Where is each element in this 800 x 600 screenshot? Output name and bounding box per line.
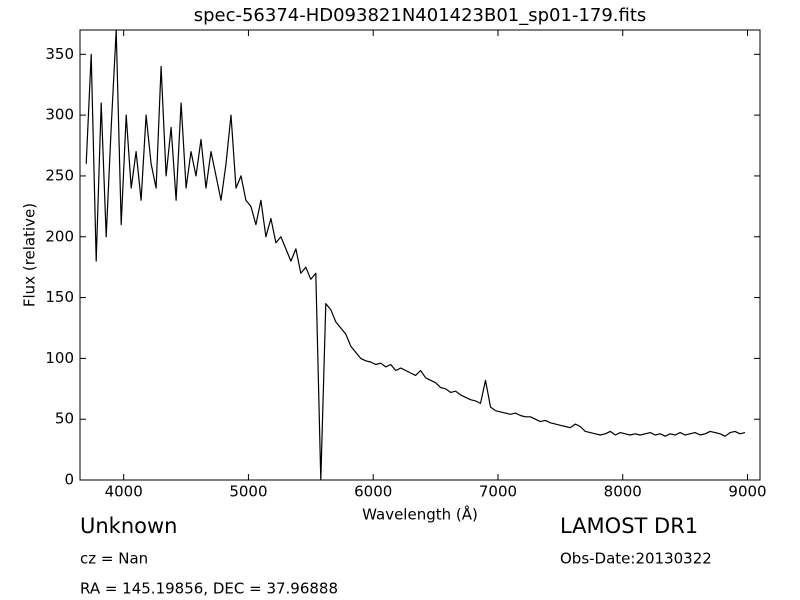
object-class: Unknown [80,514,177,538]
y-tick-label: 0 [64,471,74,489]
plot-frame [79,29,761,481]
coordinates: RA = 145.19856, DEC = 37.96888 [80,580,338,598]
y-axis-label: Flux (relative) [21,203,39,307]
obs-date: Obs-Date:20130322 [560,550,712,568]
survey-name: LAMOST DR1 [560,514,698,538]
x-tick-label: 4000 [105,483,143,501]
y-tick-label: 350 [45,45,74,63]
y-tick-label: 200 [45,227,74,245]
x-tick-label: 7000 [479,483,517,501]
spectrum-line [85,29,746,481]
x-tick-label: 6000 [354,483,392,501]
x-tick-label: 8000 [604,483,642,501]
y-tick-label: 150 [45,288,74,306]
redshift: cz = Nan [80,550,148,568]
y-tick-label: 50 [55,410,74,428]
y-tick-label: 250 [45,166,74,184]
x-axis-label: Wavelength (Å) [362,505,478,524]
y-tick-label: 300 [45,106,74,124]
y-tick-label: 100 [45,349,74,367]
x-tick-label: 5000 [229,483,267,501]
x-tick-label: 9000 [728,483,766,501]
chart-title: spec-56374-HD093821N401423B01_sp01-179.f… [194,5,647,26]
